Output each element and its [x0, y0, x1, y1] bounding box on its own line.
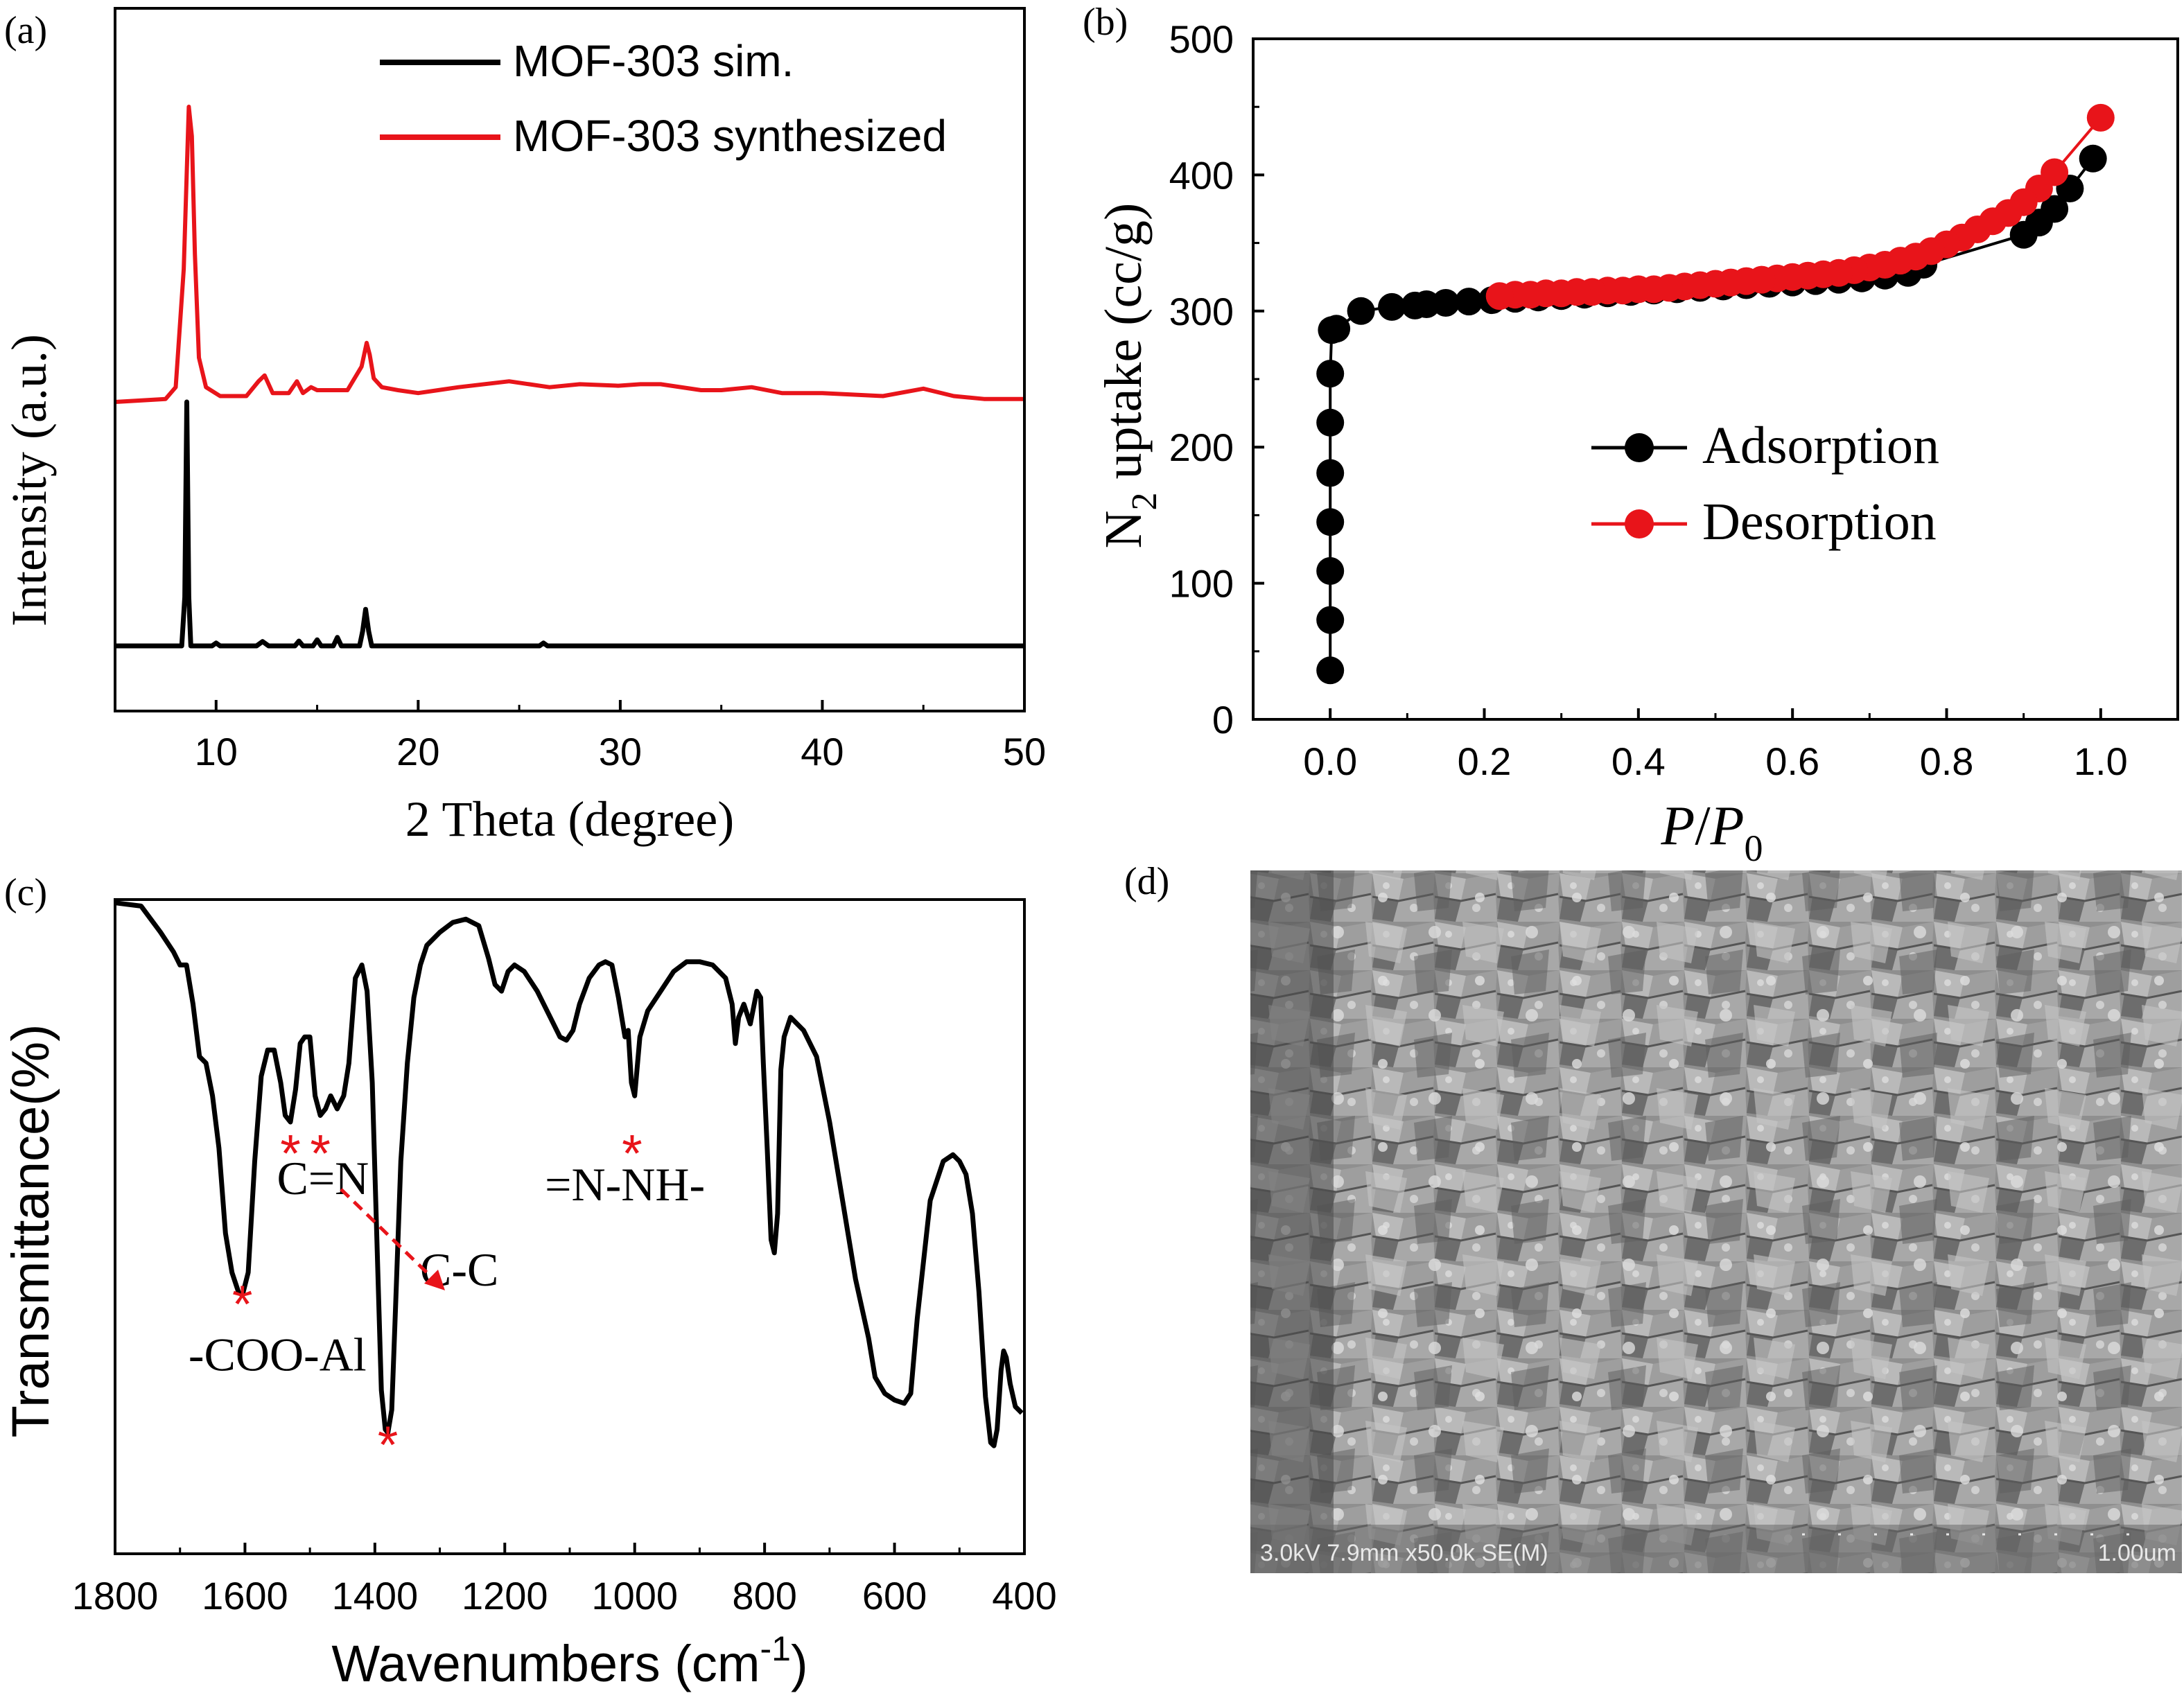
isotherm-point-adsorption — [2041, 195, 2069, 223]
ftir-peak-marker: * — [310, 1125, 331, 1184]
isotherm-y-tick-label: 300 — [1169, 290, 1234, 333]
sem-scale-text: 1.00um — [2098, 1540, 2176, 1566]
ftir-annotation-label: -COO-Al — [189, 1329, 367, 1381]
isotherm-point-adsorption — [1322, 315, 1351, 343]
panel-a-xrd: (a) 10 20 30 40 50 2 Theta (degree) Intensit… — [1, 7, 1046, 847]
ftir-annotation-label: =N-NH- — [545, 1158, 705, 1211]
panel-b-isotherm: (b) 0.0 0.2 0.4 0.6 0.8 1.0 0 100 200 300 400 500 P… — [1083, 1, 2179, 869]
legend-label-synthesized: MOF-303 synthesized — [513, 111, 947, 161]
xrd-x-tick-label: 10 — [195, 730, 238, 773]
ftir-peak-marker: * — [622, 1125, 643, 1184]
isotherm-point-adsorption — [1431, 289, 1460, 317]
c-c-arrow-head — [424, 1270, 445, 1290]
ftir-annotations: *-COO-Al*C=N*C-C*=N-NH-* — [189, 1125, 705, 1475]
legend-marker-desorption — [1625, 509, 1654, 538]
isotherm-y-tick-label: 100 — [1169, 562, 1234, 606]
ftir-x-tick-label: 1000 — [591, 1574, 678, 1618]
ftir-x-tick-label: 1800 — [72, 1574, 159, 1618]
xrd-x-axis-label: 2 Theta (degree) — [405, 791, 734, 847]
isotherm-y-axis-label: N2 uptake (cc/g) — [1094, 203, 1164, 549]
isotherm-point-adsorption — [1316, 408, 1345, 437]
panel-label-b: (b) — [1083, 1, 1128, 44]
ftir-x-ticks: 1800 1600 1400 1200 1000 800 600 400 — [72, 1543, 1057, 1618]
sem-image-texture — [1250, 870, 2182, 1573]
isotherm-x-tick-label: 1.0 — [2074, 739, 2128, 783]
legend-label-desorption: Desorption — [1702, 493, 1937, 551]
isotherm-legend: Adsorption Desorption — [1591, 417, 1939, 551]
ftir-x-tick-label: 1400 — [332, 1574, 419, 1618]
isotherm-y-tick-label: 0 — [1212, 698, 1234, 742]
isotherm-x-tick-label: 0.8 — [1920, 739, 1974, 783]
isotherm-x-tick-label: 0.6 — [1765, 739, 1819, 783]
panel-label-d: (d) — [1124, 860, 1169, 903]
isotherm-point-adsorption — [1316, 557, 1345, 585]
isotherm-point-desorption — [1485, 282, 1514, 310]
panel-c-ftir: (c) 1800 1600 1400 1200 1000 800 600 400 Wavenu… — [1, 871, 1057, 1692]
isotherm-point-desorption — [2086, 103, 2115, 132]
ftir-x-axis-label: Wavenumbers (cm-1) — [331, 1629, 807, 1692]
isotherm-point-adsorption — [1378, 292, 1406, 321]
isotherm-x-tick-label: 0.2 — [1458, 739, 1512, 783]
isotherm-point-adsorption — [1455, 288, 1483, 316]
c-c-annotation-arrow — [340, 1188, 437, 1282]
xrd-y-axis-label: Intensity (a.u.) — [1, 334, 57, 626]
ftir-annotation-label: C=N — [277, 1152, 369, 1204]
xrd-line-sim — [115, 399, 1024, 649]
isotherm-point-adsorption — [1316, 606, 1345, 634]
panel-d-sem: (d) 3.0kV 7.9mm x50.0k SE(M) 1.00um — [1124, 860, 2182, 1573]
isotherm-series — [1316, 103, 2115, 685]
xrd-legend: MOF-303 sim. MOF-303 synthesized — [380, 36, 947, 161]
xrd-x-ticks: 10 20 30 40 50 — [114, 700, 1046, 773]
ftir-peak-marker: * — [232, 1275, 253, 1334]
xrd-x-tick-label: 20 — [396, 730, 439, 773]
isotherm-y-tick-label: 500 — [1169, 17, 1234, 61]
isotherm-point-adsorption — [1316, 656, 1345, 685]
isotherm-x-tick-label: 0.4 — [1611, 739, 1666, 783]
ftir-x-tick-label: 1600 — [202, 1574, 288, 1618]
xrd-line-synthesized — [114, 105, 1024, 404]
ftir-x-tick-label: 400 — [992, 1574, 1056, 1618]
xrd-x-tick-label: 40 — [801, 730, 844, 773]
isotherm-point-adsorption — [1347, 297, 1375, 325]
sem-info-text: 3.0kV 7.9mm x50.0k SE(M) — [1260, 1540, 1548, 1566]
legend-marker-adsorption — [1625, 433, 1654, 462]
ftir-x-tick-label: 600 — [862, 1574, 927, 1618]
isotherm-ticks: 0.0 0.2 0.4 0.6 0.8 1.0 0 100 200 300 400 500 — [1169, 17, 2179, 783]
isotherm-axes-frame — [1252, 37, 2179, 721]
sem-dark-corner — [1250, 870, 1334, 1573]
isotherm-point-adsorption — [1316, 360, 1345, 388]
xrd-x-tick-label: 50 — [1003, 730, 1046, 773]
isotherm-x-axis-label: P/P0 — [1661, 796, 1763, 869]
ftir-x-tick-label: 800 — [732, 1574, 796, 1618]
sem-info-bar — [1250, 1525, 2182, 1573]
isotherm-point-adsorption — [2079, 144, 2107, 173]
legend-label-sim: MOF-303 sim. — [513, 36, 794, 86]
ftir-peak-marker: * — [378, 1416, 399, 1475]
panel-label-c: (c) — [4, 871, 47, 914]
xrd-axes-frame — [114, 7, 1026, 712]
isotherm-point-adsorption — [1316, 459, 1345, 487]
panel-label-a: (a) — [4, 9, 47, 52]
xrd-series — [114, 105, 1024, 649]
ftir-y-axis-label: Transmittance(%) — [1, 1024, 60, 1438]
ftir-peak-marker: * — [280, 1125, 301, 1184]
ftir-series — [114, 900, 1024, 1448]
ftir-line — [114, 900, 1024, 1448]
ftir-annotation-label: C-C — [420, 1243, 498, 1296]
legend-label-adsorption: Adsorption — [1702, 417, 1939, 475]
isotherm-y-tick-label: 200 — [1169, 426, 1234, 469]
isotherm-x-tick-label: 0.0 — [1303, 739, 1357, 783]
ftir-x-tick-label: 1200 — [462, 1574, 548, 1618]
isotherm-y-tick-label: 400 — [1169, 153, 1234, 197]
isotherm-point-adsorption — [1316, 508, 1345, 536]
xrd-x-tick-label: 30 — [599, 730, 642, 773]
